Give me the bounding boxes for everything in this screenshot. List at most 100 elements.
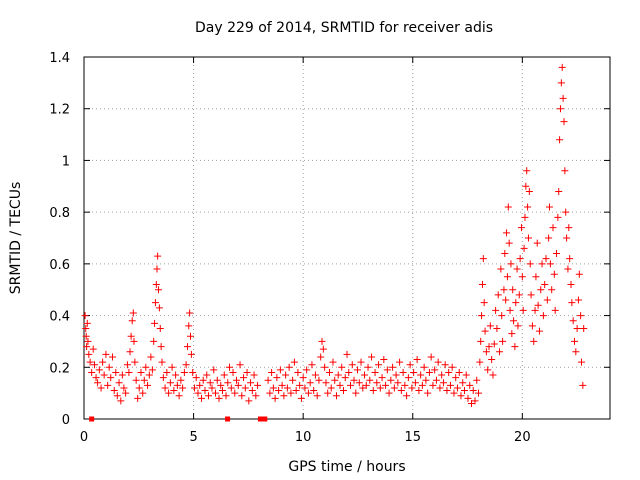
data-point (329, 358, 337, 366)
data-point (186, 309, 194, 317)
grid-lines (84, 57, 610, 419)
data-point (490, 340, 498, 348)
data-point (443, 387, 451, 395)
data-point (534, 301, 542, 309)
data-point (459, 379, 467, 387)
data-point (229, 368, 237, 376)
data-point (448, 363, 456, 371)
data-point (177, 376, 185, 384)
data-point (515, 291, 523, 299)
data-point (545, 234, 553, 242)
data-point (357, 358, 365, 366)
data-point (250, 371, 258, 379)
data-point (345, 368, 353, 376)
data-point (453, 384, 461, 392)
data-point (496, 348, 504, 356)
data-point (139, 389, 147, 397)
data-point (112, 368, 120, 376)
data-point (317, 353, 325, 361)
data-point (117, 397, 125, 405)
data-point (197, 394, 205, 402)
data-point (348, 361, 356, 369)
data-point (532, 273, 540, 281)
data-point (512, 299, 520, 307)
data-point (264, 376, 272, 384)
data-point (252, 392, 260, 400)
x-tick-label: 20 (514, 430, 531, 445)
data-point (537, 286, 545, 294)
data-point (566, 255, 574, 263)
data-point (285, 363, 293, 371)
data-point (404, 374, 412, 382)
y-tick-label: 1.4 (49, 51, 70, 66)
data-point (575, 270, 583, 278)
data-point (488, 356, 496, 364)
data-point (361, 371, 369, 379)
data-point (446, 381, 454, 389)
data-point (224, 379, 232, 387)
data-point (452, 374, 460, 382)
x-tick-label: 15 (404, 430, 421, 445)
data-point (517, 224, 525, 232)
data-point (431, 366, 439, 374)
data-point (313, 392, 321, 400)
data-point (350, 376, 358, 384)
data-point (132, 376, 140, 384)
data-point (375, 361, 383, 369)
data-point (354, 366, 362, 374)
data-point (533, 239, 541, 247)
data-point (343, 350, 351, 358)
data-point (324, 389, 332, 397)
data-point (396, 358, 404, 366)
data-point (147, 353, 155, 361)
data-point (130, 337, 138, 345)
data-point (362, 381, 370, 389)
data-point (163, 368, 171, 376)
data-point (518, 273, 526, 281)
data-point (570, 337, 578, 345)
data-point (436, 384, 444, 392)
data-point (538, 260, 546, 268)
data-point (206, 379, 214, 387)
x-tick-label: 0 (80, 430, 88, 445)
data-point (113, 392, 121, 400)
data-point (266, 389, 274, 397)
data-point (144, 381, 152, 389)
data-point (161, 384, 169, 392)
data-point (155, 286, 163, 294)
data-point (308, 361, 316, 369)
data-point (94, 379, 102, 387)
data-point (213, 376, 221, 384)
data-point (439, 379, 447, 387)
y-tick-label: 0.6 (49, 258, 70, 273)
data-point (392, 371, 400, 379)
data-point (378, 374, 386, 382)
data-point (189, 368, 197, 376)
data-point (524, 234, 532, 242)
data-point (273, 374, 281, 382)
data-point (287, 389, 295, 397)
data-point (182, 361, 190, 369)
y-tick-label: 0.8 (49, 206, 70, 221)
data-point (469, 387, 477, 395)
data-point (429, 381, 437, 389)
data-point (420, 363, 428, 371)
data-point (475, 389, 482, 397)
zero-marker (89, 416, 95, 422)
data-point (561, 167, 569, 175)
data-point (369, 387, 377, 395)
data-point (486, 322, 494, 330)
data-point (563, 234, 571, 242)
data-point (510, 317, 518, 325)
data-point (366, 376, 374, 384)
data-point (574, 296, 582, 304)
data-point (137, 368, 145, 376)
data-point (234, 381, 242, 389)
data-point (347, 381, 355, 389)
data-point (548, 286, 556, 294)
data-point (296, 381, 304, 389)
data-point (148, 366, 156, 374)
data-point (556, 136, 564, 144)
data-point (503, 229, 511, 237)
data-point (460, 387, 468, 395)
